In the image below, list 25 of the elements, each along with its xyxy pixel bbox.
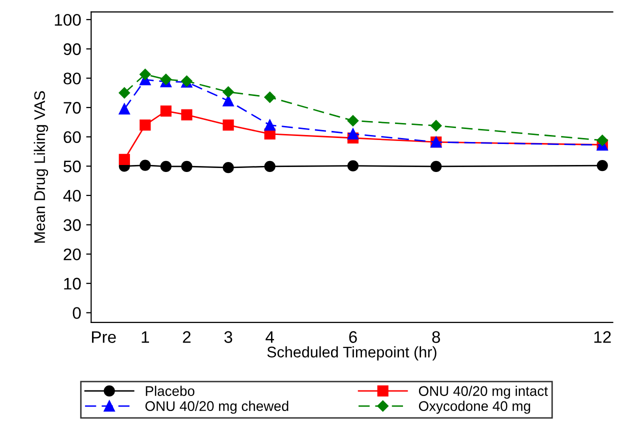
y-tick-label: 100 xyxy=(54,14,81,26)
x-tick-label: 8 xyxy=(432,331,440,343)
y-tick-label: 10 xyxy=(64,278,81,290)
y-tick-label: 20 xyxy=(64,248,81,260)
x-tick-label: Pre xyxy=(92,331,116,343)
legend-label: ONU 40/20 mg chewed xyxy=(145,400,288,414)
x-tick-label: 12 xyxy=(594,331,611,343)
y-axis-title: Mean Drug Liking VAS xyxy=(34,91,48,243)
y-tick-label: 60 xyxy=(64,131,81,144)
x-tick-label: 6 xyxy=(349,331,357,343)
y-tick-label: 70 xyxy=(64,102,81,114)
x-tick-label: 1 xyxy=(142,331,150,343)
legend-label: ONU 40/20 mg intact xyxy=(418,386,548,399)
y-tick-label: 90 xyxy=(64,43,81,56)
x-tick-label: 3 xyxy=(224,331,232,343)
y-tick-label: 50 xyxy=(64,160,81,172)
x-tick-label: 2 xyxy=(182,331,191,343)
y-tick-label: 80 xyxy=(64,72,81,84)
legend-label: Placebo xyxy=(146,386,194,396)
y-tick-label: 0 xyxy=(72,307,81,319)
x-tick-label: 4 xyxy=(266,331,274,343)
legend-label: Oxycodone 40 mg xyxy=(418,400,530,414)
y-tick-label: 40 xyxy=(63,190,81,202)
x-axis-title: Scheduled Timepoint (hr) xyxy=(267,346,436,360)
y-tick-label: 30 xyxy=(64,219,81,231)
